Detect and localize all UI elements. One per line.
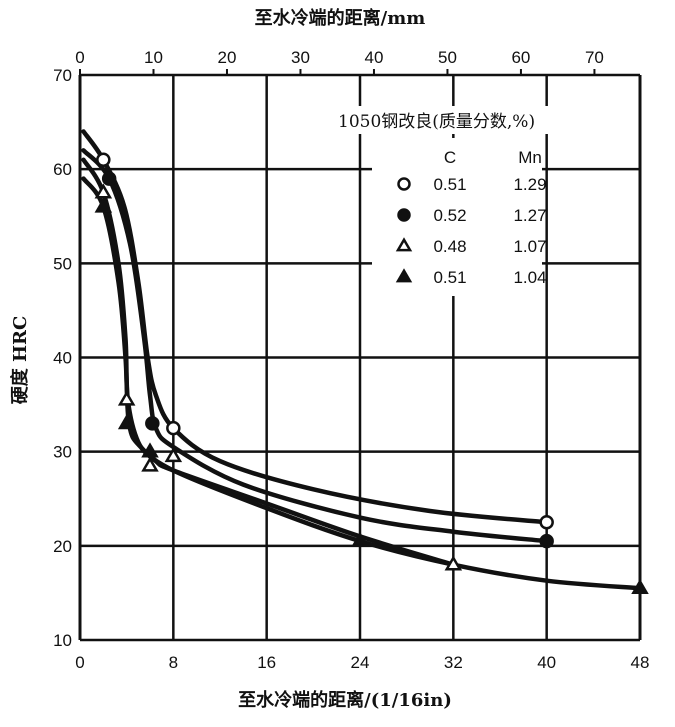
open-triangle-marker bbox=[164, 447, 183, 463]
x-tick-label: 48 bbox=[631, 653, 650, 672]
legend-filled-triangle-icon bbox=[395, 268, 413, 283]
filled-circle-marker bbox=[145, 416, 160, 431]
x-tick-label: 8 bbox=[169, 653, 178, 672]
legend-c-value: 0.51 bbox=[433, 268, 466, 287]
legend-c-value: 0.48 bbox=[433, 237, 466, 256]
legend-title-background bbox=[336, 106, 636, 134]
open-triangle-marker bbox=[94, 183, 113, 199]
filled-circle-marker bbox=[539, 533, 554, 549]
legend-open-circle-icon bbox=[397, 177, 411, 191]
open-triangle-marker bbox=[117, 390, 136, 406]
curve-filled-triangle bbox=[81, 176, 643, 591]
x-tick-label: 32 bbox=[444, 653, 463, 672]
legend-title: 1050钢改良(质量分数,%) bbox=[338, 112, 535, 132]
x-tick-label: 16 bbox=[257, 653, 276, 672]
open-circle-marker bbox=[166, 420, 181, 436]
y-tick-label: 40 bbox=[53, 349, 72, 368]
filled-triangle-marker bbox=[94, 197, 113, 213]
legend-c-value: 0.51 bbox=[433, 175, 466, 194]
y-tick-label: 60 bbox=[53, 160, 72, 179]
markers bbox=[94, 152, 649, 595]
y-tick-label: 20 bbox=[53, 537, 72, 556]
legend-filled-circle-icon bbox=[397, 208, 411, 222]
curve-open-circle bbox=[81, 129, 549, 525]
legend-mn-value: 1.07 bbox=[513, 237, 546, 256]
filled-triangle-marker bbox=[351, 531, 369, 547]
open-triangle-marker bbox=[141, 456, 159, 472]
open-triangle-marker bbox=[444, 555, 463, 571]
legend-col-c: C bbox=[444, 148, 456, 167]
x2-tick-label: 50 bbox=[438, 48, 457, 67]
x2-tick-label: 30 bbox=[291, 48, 310, 67]
legend-open-triangle-icon bbox=[395, 237, 413, 252]
legend-mn-value: 1.27 bbox=[513, 206, 546, 225]
x-tick-label: 0 bbox=[75, 653, 84, 672]
x-tick-label: 40 bbox=[537, 653, 556, 672]
x-axis-label: 至水冷端的距离/(1/16in) bbox=[238, 689, 452, 711]
legend-col-mn: Mn bbox=[518, 148, 542, 167]
legend-c-value: 0.52 bbox=[433, 206, 466, 225]
x2-tick-label: 40 bbox=[365, 48, 384, 67]
filled-triangle-marker bbox=[117, 414, 136, 430]
grid bbox=[78, 69, 642, 642]
y-axis-label: 硬度 HRC bbox=[9, 316, 31, 405]
legend-mn-value: 1.29 bbox=[513, 175, 546, 194]
filled-triangle-marker bbox=[631, 578, 649, 595]
x2-tick-label: 60 bbox=[511, 48, 530, 67]
legend-mn-value: 1.04 bbox=[513, 268, 546, 287]
y-tick-label: 70 bbox=[53, 66, 72, 85]
filled-circle-marker bbox=[101, 171, 117, 186]
open-circle-marker bbox=[96, 152, 111, 167]
curve-filled-circle bbox=[81, 148, 549, 544]
x2-tick-label: 70 bbox=[585, 48, 604, 67]
x-tick-label: 24 bbox=[351, 653, 370, 672]
y-tick-label: 50 bbox=[53, 254, 72, 273]
legend: 1050钢改良(质量分数,%) C Mn 0.51 1.29 0.52 1.27 0.4… bbox=[336, 106, 636, 296]
filled-triangle-marker bbox=[141, 442, 159, 458]
x2-tick-label: 20 bbox=[218, 48, 237, 67]
x2-axis-label: 至水冷端的距离/mm bbox=[255, 7, 426, 29]
x2-tick-label: 0 bbox=[75, 48, 84, 67]
curves bbox=[81, 129, 643, 591]
open-circle-marker bbox=[539, 515, 554, 530]
y-tick-label: 10 bbox=[53, 631, 72, 650]
y-tick-label: 30 bbox=[53, 443, 72, 462]
x2-tick-label: 10 bbox=[144, 48, 163, 67]
